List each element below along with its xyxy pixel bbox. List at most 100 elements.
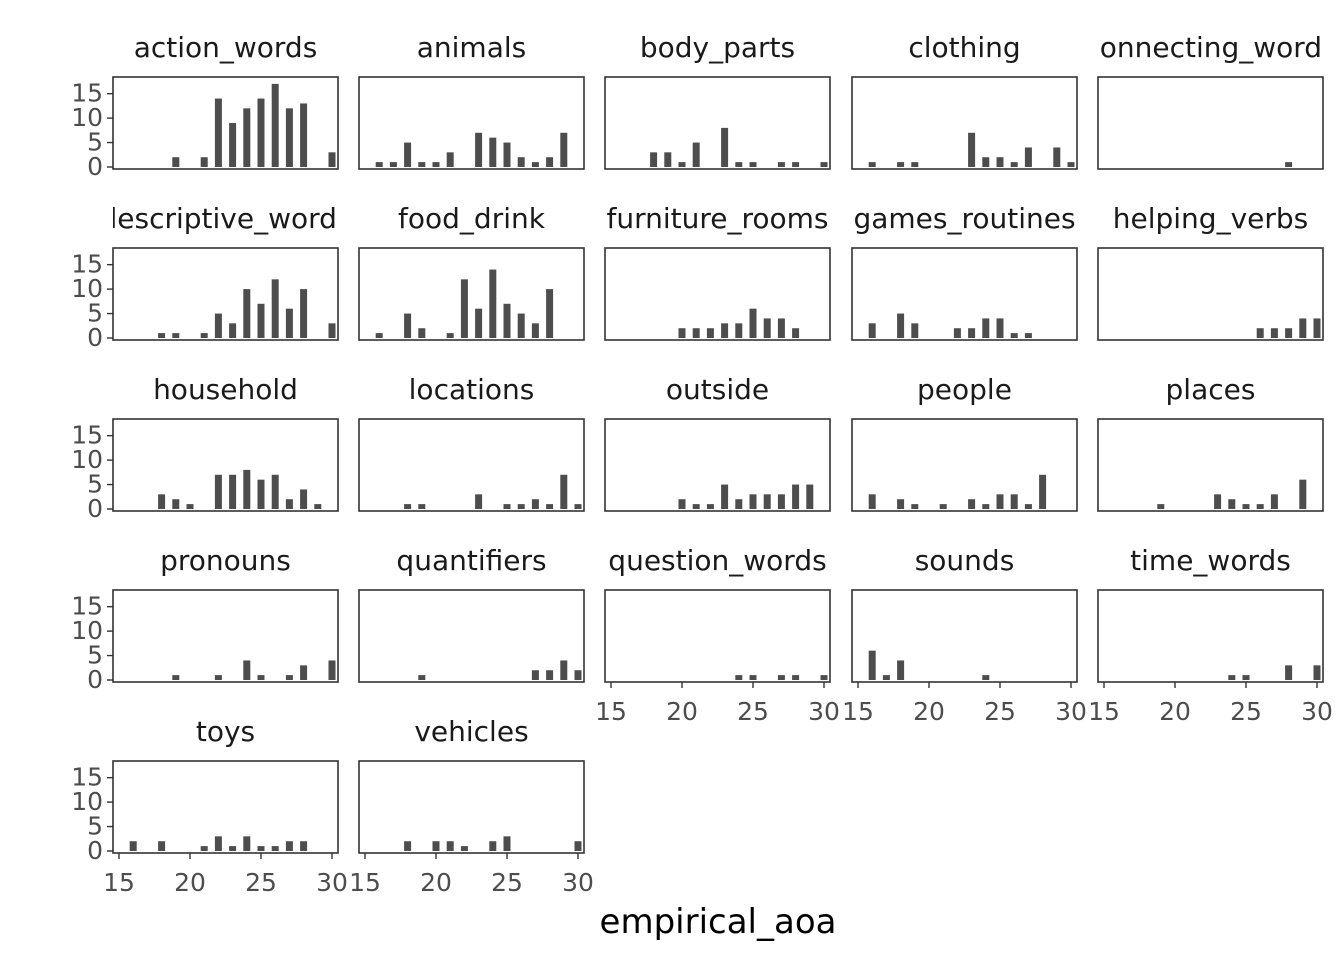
histogram-bar: [560, 660, 568, 680]
histogram-bar: [1010, 494, 1018, 509]
histogram-bar: [939, 504, 947, 509]
histogram-bar: [200, 846, 208, 851]
y-tick-label: 5: [87, 641, 103, 670]
histogram-bar: [735, 162, 743, 167]
histogram-bar: [749, 675, 757, 680]
facet-panel: clothing: [851, 31, 1078, 170]
histogram-bar: [285, 841, 293, 851]
histogram-bar: [678, 328, 686, 338]
histogram-bar: [692, 142, 700, 167]
y-tick-label: 5: [87, 128, 103, 157]
panel-border: [1097, 589, 1324, 683]
x-tick-label: 15: [1088, 697, 1120, 726]
histogram-bar: [1285, 162, 1293, 167]
histogram-bar: [897, 162, 905, 167]
histogram-bar: [721, 127, 729, 167]
histogram-bar: [446, 333, 454, 338]
histogram-bar: [777, 162, 785, 167]
histogram-bar: [820, 675, 828, 680]
histogram-bar: [706, 328, 714, 338]
histogram-bar: [1270, 328, 1278, 338]
y-tick-label: 0: [87, 152, 103, 181]
histogram-bar: [517, 313, 525, 338]
x-tick-label: 30: [316, 868, 348, 897]
y-tick-label: 10: [71, 274, 103, 303]
facet-panel: people: [851, 373, 1078, 512]
panel-border: [358, 247, 585, 341]
histogram-bar: [432, 162, 440, 167]
histogram-bar: [418, 504, 426, 509]
panel-border: [851, 418, 1078, 512]
panel-border: [604, 589, 831, 683]
histogram-bar: [546, 670, 554, 680]
histogram-bar: [792, 484, 800, 509]
histogram-bar: [546, 504, 554, 509]
x-axis-title: empirical_aoa: [600, 902, 837, 942]
histogram-bar: [300, 103, 308, 167]
histogram-bar: [446, 841, 454, 851]
panel-border: [1097, 76, 1324, 170]
panel-border: [1097, 418, 1324, 512]
facet-panel: quantifiers: [358, 544, 585, 683]
facet-title: food_drink: [398, 202, 546, 235]
histogram-bar: [460, 846, 468, 851]
panel-border: [604, 418, 831, 512]
histogram-bar: [1024, 504, 1032, 509]
histogram-bar: [868, 162, 876, 167]
panel-border: [358, 589, 585, 683]
histogram-bar: [1228, 499, 1236, 509]
y-tick-label: 15: [71, 421, 103, 450]
histogram-bar: [229, 123, 237, 167]
facet-title: furniture_rooms: [606, 202, 828, 235]
histogram-bar: [503, 303, 511, 338]
histogram-bar: [1256, 504, 1264, 509]
histogram-bar: [1053, 147, 1061, 167]
histogram-bar: [1299, 479, 1307, 509]
histogram-bar: [897, 313, 905, 338]
x-tick-label: 15: [349, 868, 381, 897]
facet-panel: games_routines: [851, 202, 1078, 341]
histogram-bar: [721, 323, 729, 338]
panel-border: [358, 760, 585, 854]
panel-border: [604, 76, 831, 170]
y-tick-label: 10: [71, 103, 103, 132]
histogram-bar: [200, 157, 208, 167]
histogram-bar: [418, 328, 426, 338]
histogram-bar: [172, 675, 180, 680]
histogram-bar: [172, 499, 180, 509]
histogram-bar: [418, 162, 426, 167]
histogram-bar: [243, 289, 251, 338]
facet-title: games_routines: [853, 202, 1075, 235]
x-tick-label: 15: [842, 697, 874, 726]
facet-panel: helping_verbs: [1097, 202, 1324, 341]
histogram-bar: [996, 157, 1004, 167]
histogram-bar: [706, 504, 714, 509]
histogram-bar: [375, 162, 383, 167]
y-tick-label: 10: [71, 616, 103, 645]
facet-panel: locations: [358, 373, 585, 512]
facet-title: animals: [417, 31, 526, 64]
x-tick-label: 20: [1159, 697, 1191, 726]
facet-title: time_words: [1130, 544, 1291, 577]
y-tick-label: 0: [87, 494, 103, 523]
histogram-bar: [243, 469, 251, 509]
histogram-bar: [243, 660, 251, 680]
histogram-bar: [243, 836, 251, 851]
histogram-bar: [996, 494, 1004, 509]
histogram-bar: [257, 846, 265, 851]
histogram-bar: [1285, 665, 1293, 680]
histogram-bar: [868, 650, 876, 680]
y-tick-label: 0: [87, 665, 103, 694]
histogram-bar: [574, 504, 582, 509]
histogram-bar: [285, 675, 293, 680]
histogram-bar: [1256, 328, 1264, 338]
facet-title: places: [1166, 373, 1256, 406]
facet-title: body_parts: [640, 31, 795, 64]
histogram-bar: [735, 675, 743, 680]
histogram-bar: [328, 323, 336, 338]
histogram-bar: [214, 474, 222, 509]
histogram-bar: [560, 132, 568, 167]
histogram-bar: [953, 328, 961, 338]
facet-title: action_words: [134, 31, 318, 64]
